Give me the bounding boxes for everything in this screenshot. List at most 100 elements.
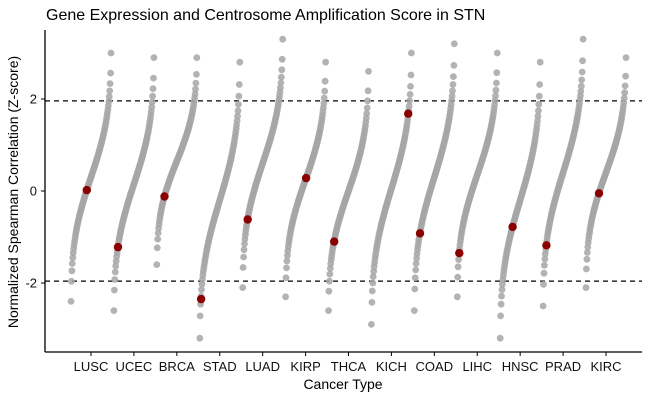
gene-point [149,85,157,93]
gene-point [69,254,77,262]
gene-point [279,35,287,43]
x-tick-label-ucec: UCEC [115,359,152,374]
gene-point [153,244,161,252]
gene-point [236,58,244,66]
highlight-points [82,109,604,304]
gene-point [278,55,286,63]
gene-point [68,267,76,275]
gene-point [368,321,375,328]
gene-point [406,91,414,98]
gene-point [363,110,371,117]
gene-point [106,87,114,95]
x-axis-title: Cancer Type [303,376,382,392]
gene-point [540,281,547,288]
x-tick-label-kirc: KIRC [590,359,621,374]
gene-point [450,40,458,48]
gene-point [449,81,457,88]
x-tick-label-stad: STAD [203,359,237,374]
gene-point [111,276,119,283]
gene-point [577,88,585,95]
gene-point [493,49,501,57]
gene-point [535,100,543,108]
gene-point [107,49,115,57]
x-tick-label-luad: LUAD [245,359,280,374]
gene-point [105,98,113,105]
highlight-point-brca [160,192,169,201]
gene-point [149,92,157,100]
gene-point [110,307,118,314]
gene-point [408,49,415,57]
gene-point [364,87,372,95]
gene-point [112,262,120,270]
gene-point [579,57,586,65]
gene-point [406,97,413,105]
gene-point [320,100,328,107]
gene-point [535,107,542,115]
gene-point [364,97,371,105]
gene-point [153,261,161,268]
y-tick-label: 2 [30,92,37,107]
gene-point [277,84,284,92]
gene-point [282,293,289,301]
gene-point [407,83,414,90]
gene-point [111,286,118,294]
gene-point [240,246,248,254]
gene-point [621,89,629,97]
gene-point [622,72,629,80]
gene-point [450,73,457,80]
gene-point [497,312,504,320]
gene-point [493,79,500,87]
gene-point [150,74,157,82]
gene-point [620,94,628,102]
highlight-point-lihc [455,248,464,258]
gene-point [148,98,156,106]
y-tick-label: 0 [30,184,37,199]
gene-point [410,307,418,314]
gene-point [583,249,591,256]
gene-point [326,270,334,278]
gene-point [577,82,585,90]
x-ticks: LUSC UCEC BRCA STAD LUAD KIRP THCA KICH COAD LIHC… [74,352,622,374]
gene-point [454,263,462,271]
gene-point [283,264,290,272]
x-tick-label-brca: BRCA [159,359,195,374]
gene-point [579,35,587,43]
gene-point [454,273,462,281]
gene-point [541,255,549,263]
highlight-point-stad [196,294,206,304]
highlight-point-kich [404,109,413,118]
gene-point [283,257,291,265]
gene-point [105,93,113,101]
gene-points [67,35,630,342]
gene-point [492,86,500,94]
gene-point [412,260,420,267]
gene-point [106,80,114,87]
gene-point [67,298,75,305]
y-tick-label: -2 [25,276,37,291]
gene-point [240,253,248,261]
y-ticks: -2 0 2 [25,92,45,291]
x-tick-label-lusc: LUSC [74,359,109,374]
gene-point [369,273,377,280]
gene-point [234,112,241,120]
gene-point [326,277,333,285]
gene-point [239,264,247,271]
gene-point [239,284,247,291]
gene-point [578,76,586,84]
gene-point [622,54,630,61]
gene-point [540,269,548,277]
gene-point [322,58,329,66]
gene-point [196,334,204,342]
gene-point [107,69,114,77]
gene-point [321,87,329,95]
gene-point [68,260,76,267]
gene-point [325,287,333,295]
highlight-point-prad [542,241,551,250]
gene-point [191,90,199,98]
gene-point [450,62,458,69]
gene-point [539,302,547,310]
gene-point [325,307,332,314]
highlight-point-luad [243,215,252,224]
gene-point [412,266,420,274]
gene-point [154,229,162,237]
